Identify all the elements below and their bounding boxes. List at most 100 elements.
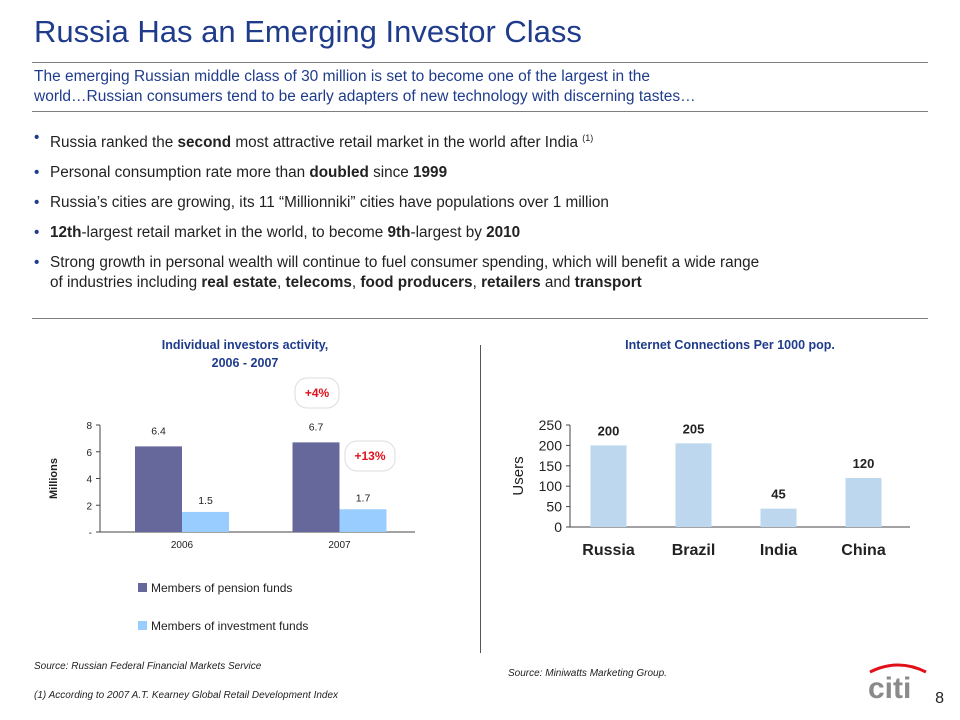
bar-value-label: 1.7 [356,492,371,504]
x-tick-label: Brazil [672,542,716,559]
bullet-emphasis: 9th [387,224,411,241]
citi-logo-arc [869,663,927,674]
bullet-emphasis: transport [574,274,642,291]
investors-chart: - 2 4 6 8 Millions 6.4 1.5 2006 6.7 1.7 2007 +4% +13%… [48,377,415,633]
bullet-item: • Russia ranked the second most attractiv… [34,128,934,153]
bullet-dot: • [34,129,40,146]
subtitle-divider [32,111,928,112]
bullet-emphasis: 2010 [486,224,521,241]
y-axis-label: Millions [48,458,60,499]
bullet-text: Russia ranked the [50,134,178,151]
growth-badge-label: +13% [354,449,385,463]
x-tick-label: 2006 [171,540,194,551]
y-tick-label: 200 [539,437,563,453]
bullet-text: of industries including [50,274,202,291]
x-tick-label: Russia [582,542,635,559]
bullet-text: , [277,274,286,291]
y-tick-label: 6 [86,448,92,459]
left-source: Source: Russian Federal Financial Market… [34,661,262,672]
x-tick-label: 2007 [328,540,351,551]
growth-badge [294,377,340,409]
legend-swatch [138,621,147,630]
y-tick-label: 8 [86,421,92,432]
footnote-marker: (1) [582,133,594,143]
bar-internet [845,478,882,527]
footnote: (1) According to 2007 A.T. Kearney Globa… [34,690,339,701]
citi-logo-text: citi [868,672,911,702]
bullet-text: Personal consumption rate more than [50,164,310,181]
bullet-text: Strong growth in personal wealth will co… [50,254,760,271]
bullet-text: since [368,164,414,181]
bullet-item: • Personal consumption rate more than dou… [34,163,934,183]
bar-pension [135,446,182,532]
chart-separator [480,345,481,653]
bullet-emphasis: telecoms [285,274,352,291]
bullet-text: , [472,274,482,291]
bullet-dot: • [34,164,40,181]
bullet-emphasis: second [177,134,232,151]
bullet-emphasis: 1999 [413,164,448,181]
y-tick-label: 0 [554,519,562,535]
right-source: Source: Miniwatts Marketing Group. [508,668,667,679]
bullet-item: • 12th-largest retail market in the world… [34,223,934,243]
bar-internet [590,445,627,527]
subtitle: The emerging Russian middle class of 30 … [34,67,914,107]
bullet-text: -largest by [410,224,487,241]
bullet-emphasis: retailers [481,274,541,291]
y-tick-label: 2 [86,501,92,512]
bullet-emphasis: real estate [201,274,278,291]
bar-value-label: 200 [598,423,620,438]
y-axis-label: Users [510,456,527,495]
bar-value-label: 45 [771,487,785,502]
bullet-text: , [351,274,361,291]
left-chart-heading-line-1: Individual investors activity, [161,338,329,352]
bullet-text: Russia’s cities are growing, its 11 “Mil… [50,194,609,211]
bullet-emphasis: 12th [50,224,82,241]
growth-badge-label: +4% [305,386,330,400]
y-tick-label: 4 [86,475,92,486]
bar-pension [292,442,340,532]
bullet-emphasis: doubled [309,164,369,181]
y-tick-label: 250 [539,417,563,433]
left-chart-heading: Individual investors activity, 2006 - 20… [120,336,370,372]
bullet-dot: • [34,224,40,241]
page-title: Russia Has an Emerging Investor Class [34,14,582,49]
bullet-item: • Russia’s cities are growing, its 11 “Mi… [34,193,934,213]
right-chart-heading: Internet Connections Per 1000 pop. [625,338,835,352]
internet-chart: 0 50 100 150 200 250 Users 200 Russia 205 Brazil 45… [510,417,910,559]
bullet-item: • Strong growth in personal wealth will c… [34,253,934,293]
y-tick-label: 100 [539,478,563,494]
bullet-list: • Russia ranked the second most attractiv… [34,128,934,303]
bullet-dot: • [34,194,40,211]
legend-swatch [138,583,147,592]
bar-value-label: 1.5 [198,495,213,507]
left-chart-heading-line-2: 2006 - 2007 [211,356,279,370]
legend-label: Members of pension funds [151,581,292,595]
subtitle-line-1: The emerging Russian middle class of 30 … [34,68,651,85]
subtitle-line-2: world…Russian consumers tend to be early… [34,88,696,105]
bullet-continuation: of industries including real estate, tel… [50,273,934,293]
bar-value-label: 205 [683,421,705,436]
section-divider [32,318,928,319]
bullet-emphasis: food producers [360,274,473,291]
bullet-dot: • [34,254,40,271]
bar-value-label: 6.7 [309,421,324,433]
citi-logo: citi [868,663,927,702]
legend-label: Members of investment funds [151,619,308,633]
bar-investment [339,509,387,532]
y-tick-label: 50 [546,499,562,515]
title-divider [32,62,928,63]
bullet-text: -largest retail market in the world, to … [81,224,388,241]
x-tick-label: India [760,542,797,559]
bullet-text: most attractive retail market in the wor… [231,134,583,151]
bar-investment [182,511,229,532]
y-tick-label: - [89,528,92,539]
bar-internet [675,443,712,527]
bullet-text: and [540,274,575,291]
x-tick-label: China [841,542,886,559]
growth-badge [344,440,396,472]
bar-value-label: 6.4 [151,425,166,437]
bar-value-label: 120 [853,456,875,471]
page-number: 8 [935,690,944,707]
y-tick-label: 150 [539,458,563,474]
